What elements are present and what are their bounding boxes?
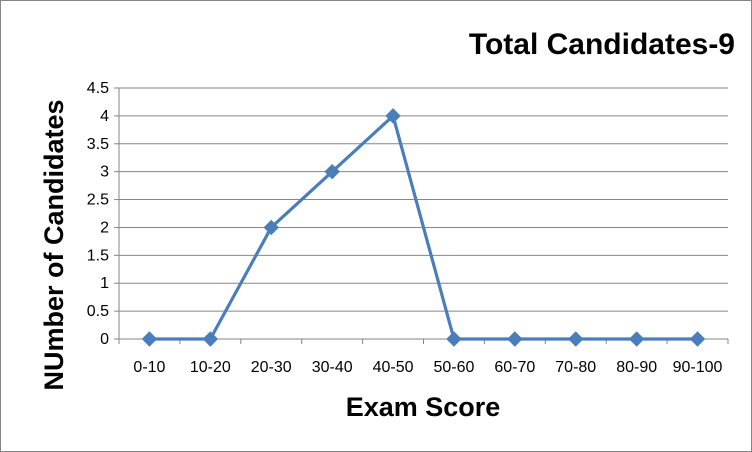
x-axis-title: Exam Score xyxy=(346,392,501,422)
x-tick-label: 80-90 xyxy=(616,359,657,376)
y-tick-label: 1.5 xyxy=(87,247,109,264)
y-tick-label: 4 xyxy=(100,108,109,125)
y-tick-label: 1 xyxy=(100,275,109,292)
data-point-marker xyxy=(202,331,219,347)
y-tick-label: 0.5 xyxy=(87,303,109,320)
series-group xyxy=(141,108,706,347)
data-point-marker xyxy=(689,331,706,347)
y-axis-title: NUmber of Candidates xyxy=(39,99,69,390)
axes xyxy=(118,88,728,340)
y-tick-label: 2.5 xyxy=(87,192,109,209)
data-point-marker xyxy=(446,331,462,347)
y-tick-label: 2 xyxy=(100,219,109,236)
x-tick-label: 50-60 xyxy=(433,359,474,376)
x-tick-label: 0-10 xyxy=(133,359,165,376)
data-point-marker xyxy=(263,219,279,236)
data-point-marker xyxy=(628,331,645,347)
x-tick-labels: 0-10 10-20 20-30 30-40 40-50 50-60 60-70 70-80 8… xyxy=(133,359,722,376)
x-tick-label: 10-20 xyxy=(190,359,231,376)
data-point-marker xyxy=(568,331,584,347)
y-tick-labels: 0 0.5 1 1.5 2 2.5 3 3.5 4 4.5 xyxy=(87,80,109,348)
x-tick-label: 90-100 xyxy=(673,359,723,376)
y-tick-label: 0 xyxy=(100,331,109,348)
x-tick-label: 70-80 xyxy=(555,359,596,376)
y-tick-label: 3 xyxy=(100,164,109,181)
y-tick-label: 3.5 xyxy=(87,136,109,153)
series-line xyxy=(149,114,698,341)
data-point-marker xyxy=(324,163,340,180)
gridlines xyxy=(114,87,729,344)
x-tick-label: 30-40 xyxy=(312,359,353,376)
x-tick-label: 40-50 xyxy=(373,359,414,376)
chart-title: Total Candidates-9 xyxy=(469,28,735,61)
y-tick-label: 4.5 xyxy=(87,80,109,97)
data-point-marker xyxy=(507,331,523,347)
x-tick-label: 60-70 xyxy=(494,359,535,376)
x-tick-label: 20-30 xyxy=(251,359,292,376)
data-point-marker xyxy=(141,331,158,347)
data-point-marker xyxy=(385,108,401,124)
